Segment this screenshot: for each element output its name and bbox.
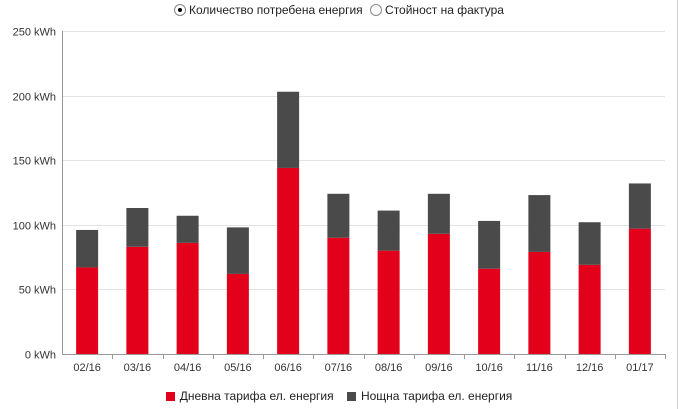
- bar-night: [226, 227, 249, 274]
- legend-label: Дневна тарифа ел. енергия: [179, 389, 334, 403]
- y-tick-label: 100 kWh: [13, 221, 56, 233]
- bar-night: [578, 222, 601, 265]
- legend-item-day[interactable]: Дневна тарифа ел. енергия: [165, 389, 334, 403]
- bar-day: [427, 233, 450, 354]
- radio-label: Количество потребена енергия: [189, 3, 363, 17]
- radio-energy[interactable]: Количество потребена енергия: [174, 3, 363, 17]
- x-tick-label: 10/16: [475, 362, 503, 374]
- bar-day: [377, 250, 400, 354]
- legend-label: Нощна тарифа ел. енергия: [360, 389, 513, 403]
- x-tick-label: 03/16: [124, 362, 152, 374]
- y-tick-label: 250 kWh: [13, 27, 56, 39]
- legend-swatch: [165, 391, 175, 401]
- x-tick-label: 11/16: [526, 362, 553, 374]
- x-tick-label: 12/16: [576, 362, 604, 374]
- radio-checked-icon: [174, 4, 187, 16]
- x-tick-label: 06/16: [274, 362, 302, 374]
- y-tick-label: 200 kWh: [13, 92, 56, 104]
- bar-day: [277, 167, 300, 354]
- bar-day: [126, 246, 149, 354]
- x-tick-label: 07/16: [325, 362, 353, 374]
- bar-day: [76, 267, 99, 354]
- bar-night: [327, 193, 350, 238]
- bar-night: [478, 220, 501, 269]
- y-tick-label: 150 kWh: [13, 156, 56, 168]
- bar-night: [377, 210, 400, 251]
- bar-day: [478, 268, 501, 354]
- bar-night: [628, 183, 651, 229]
- radio-label: Стойност на фактура: [385, 3, 504, 17]
- bar-day: [628, 228, 651, 354]
- bar-night: [528, 195, 551, 252]
- x-tick-label: 08/16: [375, 362, 403, 374]
- bar-night: [176, 215, 199, 243]
- y-tick-label: 50 kWh: [19, 285, 56, 297]
- bar-day: [578, 264, 601, 354]
- x-tick-label: 04/16: [174, 362, 202, 374]
- legend: Дневна тарифа ел. енергия Нощна тарифа е…: [0, 389, 677, 404]
- x-tick-label: 01/17: [626, 362, 654, 374]
- radio-invoice[interactable]: Стойност на фактура: [370, 3, 504, 17]
- bar-day: [176, 242, 199, 354]
- legend-swatch: [346, 391, 356, 401]
- y-tick-label: 0 kWh: [25, 350, 56, 362]
- bar-night: [427, 193, 450, 234]
- bar-night: [126, 208, 149, 247]
- x-tick-label: 02/16: [73, 362, 101, 374]
- bar-day: [226, 273, 249, 354]
- x-tick-label: 09/16: [425, 362, 453, 374]
- metric-selector: Количество потребена енергия Стойност на…: [0, 3, 677, 19]
- bar-day: [528, 251, 551, 354]
- bar-day: [327, 237, 350, 354]
- bar-night: [76, 229, 99, 268]
- bar-night: [277, 91, 300, 168]
- x-tick-label: 05/16: [224, 362, 252, 374]
- legend-item-night[interactable]: Нощна тарифа ел. енергия: [346, 389, 513, 403]
- radio-unchecked-icon: [370, 4, 383, 16]
